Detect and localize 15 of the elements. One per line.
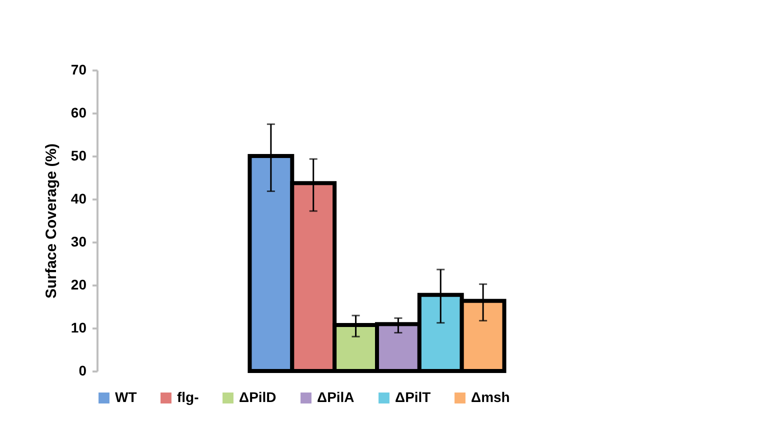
y-tick-label: 30 bbox=[70, 234, 87, 250]
y-tick-label: 60 bbox=[70, 104, 87, 120]
y-axis-title: Surface Coverage (%) bbox=[42, 143, 60, 299]
y-tick-label: 50 bbox=[70, 148, 87, 164]
y-tick-label: 40 bbox=[70, 190, 87, 206]
y-tick-label: 10 bbox=[70, 320, 87, 336]
y-tick-label: 20 bbox=[70, 276, 87, 292]
legend-label: ΔPilA bbox=[317, 389, 354, 405]
legend-label: WT bbox=[115, 389, 138, 405]
legend-label: Δmsh bbox=[471, 389, 510, 405]
legend-label: ΔPilD bbox=[239, 389, 276, 405]
y-tick-label: 0 bbox=[78, 362, 87, 378]
legend-label: ΔPilT bbox=[395, 389, 432, 405]
legend-label: flg- bbox=[177, 389, 200, 405]
y-tick-label: 70 bbox=[70, 62, 87, 78]
